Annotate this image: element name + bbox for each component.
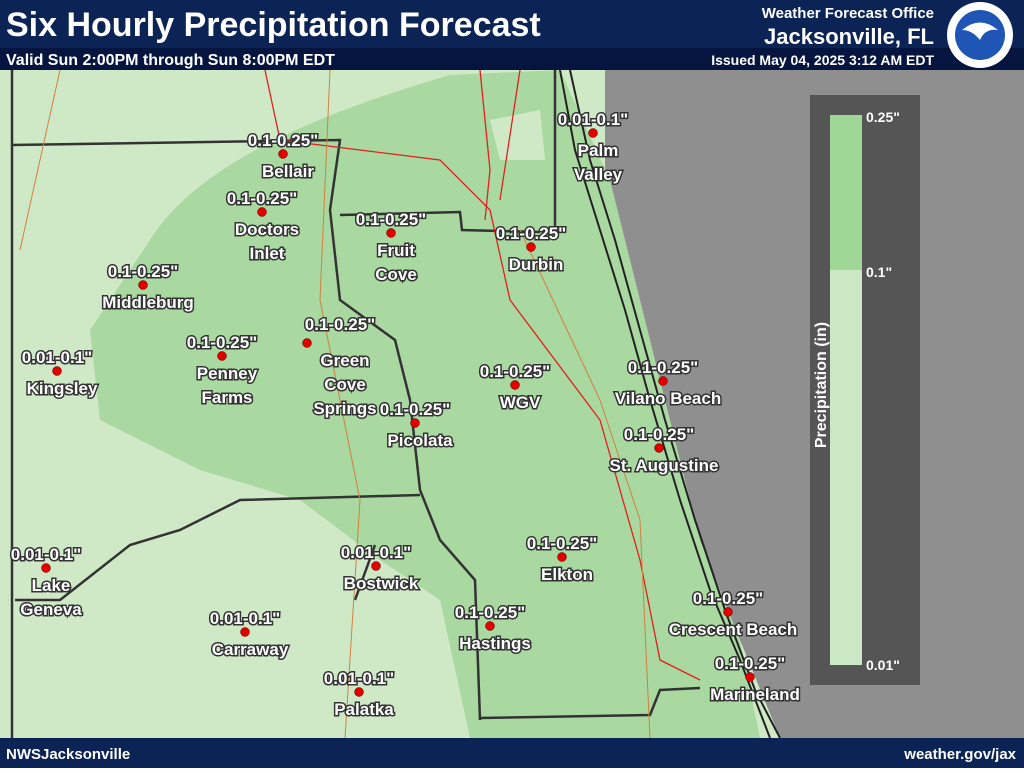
- location-value: 0.1-0.25": [624, 425, 694, 444]
- location-name: Geneva: [20, 600, 82, 619]
- location-dot: [354, 687, 364, 697]
- location-name: Vilano Beach: [615, 389, 721, 408]
- location-value: 0.1-0.25": [227, 189, 297, 208]
- location-name: Crescent Beach: [669, 620, 798, 639]
- location-dot: [278, 149, 288, 159]
- location-value: 0.1-0.25": [356, 210, 426, 229]
- nws-logo: [947, 2, 1013, 68]
- location-value: 0.01-0.1": [324, 669, 394, 688]
- location-dot: [588, 128, 598, 138]
- footer-left: NWSJacksonville: [6, 746, 130, 763]
- location-name: Cove: [324, 375, 366, 394]
- location-value: 0.1-0.25": [496, 224, 566, 243]
- location-name: Bellair: [262, 162, 314, 181]
- location-name: Bostwick: [344, 574, 419, 593]
- location-value: 0.1-0.25": [455, 603, 525, 622]
- coastline: [559, 69, 781, 739]
- location-name: St. Augustine: [610, 456, 719, 475]
- precip-zone-light: [490, 110, 545, 160]
- location-dot: [41, 563, 51, 573]
- location-value: 0.1-0.25": [305, 315, 375, 334]
- location-name: Picolata: [387, 431, 453, 450]
- location-name: Inlet: [250, 244, 285, 263]
- legend-band: [830, 270, 862, 665]
- legend-band: [830, 115, 862, 270]
- location-name: Penney: [197, 364, 258, 383]
- legend-panel: [810, 95, 920, 685]
- location-dot: [745, 672, 755, 682]
- location-name: Palatka: [334, 700, 394, 719]
- location-value: 0.1-0.25": [187, 333, 257, 352]
- location-value: 0.01-0.1": [210, 609, 280, 628]
- location-name: Lake: [32, 576, 71, 595]
- location-dot: [257, 207, 267, 217]
- location-dot: [302, 338, 312, 348]
- location-name: Green: [320, 351, 369, 370]
- location-dot: [410, 418, 420, 428]
- location-dot: [240, 627, 250, 637]
- location-dot: [217, 351, 227, 361]
- location-value: 0.1-0.25": [715, 654, 785, 673]
- legend-title: Precipitation (in): [813, 322, 830, 448]
- header-bar: [0, 0, 1024, 48]
- legend-tick: 0.25": [866, 109, 900, 125]
- location-name: Carraway: [212, 640, 289, 659]
- location-dot: [371, 561, 381, 571]
- minor-roads: [19, 69, 651, 739]
- location-name: Middleburg: [102, 293, 194, 312]
- location-name: Fruit: [377, 241, 415, 260]
- county-lines: [10, 70, 701, 738]
- location-dot: [654, 443, 664, 453]
- location-value: 0.1-0.25": [628, 358, 698, 377]
- location-name: Springs: [313, 399, 376, 418]
- city: Jacksonville, FL: [764, 24, 934, 49]
- location-value: 0.1-0.25": [248, 131, 318, 150]
- footer-right: weather.gov/jax: [903, 746, 1016, 763]
- issued: Issued May 04, 2025 3:12 AM EDT: [711, 52, 934, 68]
- location-dot: [658, 376, 668, 386]
- location-dot: [510, 380, 520, 390]
- location-value: 0.01-0.1": [558, 110, 628, 129]
- footer-bar: [0, 738, 1024, 768]
- roads: [264, 69, 701, 681]
- title: Six Hourly Precipitation Forecast: [6, 6, 541, 44]
- location-dot: [526, 242, 536, 252]
- office: Weather Forecast Office: [762, 5, 934, 22]
- location-name: Palm: [578, 141, 619, 160]
- location-dot: [723, 607, 733, 617]
- precip-zone: [90, 70, 760, 738]
- location-name: Cove: [375, 265, 417, 284]
- location-value: 0.1-0.25": [108, 262, 178, 281]
- location-value: 0.1-0.25": [380, 400, 450, 419]
- location-value: 0.01-0.1": [11, 545, 81, 564]
- location-dot: [138, 280, 148, 290]
- location-name: WGV: [500, 393, 541, 412]
- location-name: Hastings: [459, 634, 531, 653]
- location-dot: [557, 552, 567, 562]
- location-dot: [386, 228, 396, 238]
- location-name: Durbin: [509, 255, 564, 274]
- location-name: Marineland: [710, 685, 800, 704]
- location-name: Elkton: [541, 565, 593, 584]
- location-name: Valley: [574, 165, 623, 184]
- location-name: Doctors: [235, 220, 299, 239]
- legend-tick: 0.1": [866, 264, 892, 280]
- location-name: Farms: [201, 388, 252, 407]
- location-value: 0.1-0.25": [527, 534, 597, 553]
- locations: 0.01-0.1" Palm Valley 0.1-0.25" Bellair 0.1-0…: [9, 109, 801, 721]
- location-value: 0.01-0.1": [22, 348, 92, 367]
- location-dot: [52, 366, 62, 376]
- legend-tick: 0.01": [866, 657, 900, 673]
- location-value: 0.1-0.25": [693, 589, 763, 608]
- location-dot: [485, 621, 495, 631]
- location-value: 0.01-0.1": [341, 543, 411, 562]
- subheader-bar: [0, 48, 1024, 70]
- subtitle: Valid Sun 2:00PM through Sun 8:00PM EDT: [6, 52, 335, 69]
- location-name: Kingsley: [27, 379, 98, 398]
- location-value: 0.1-0.25": [480, 362, 550, 381]
